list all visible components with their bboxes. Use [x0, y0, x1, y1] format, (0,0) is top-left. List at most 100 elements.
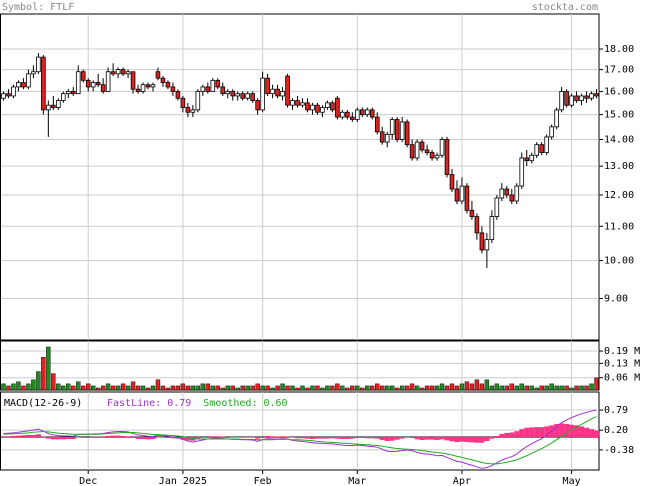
candle-body: [1, 93, 6, 99]
x-tick-label: May: [563, 476, 581, 486]
volume-bar: [265, 385, 270, 391]
candle-body: [140, 84, 146, 92]
histogram-bar: [569, 424, 575, 437]
volume-bar: [205, 383, 211, 391]
histogram-bar: [339, 436, 345, 440]
volume-bar: [345, 387, 350, 391]
candle-body: [100, 84, 106, 92]
volume-bar: [90, 385, 96, 391]
histogram-bar: [35, 434, 41, 437]
histogram-bar: [454, 436, 460, 443]
y-tick-label: 0.13 M: [604, 358, 640, 369]
candle-body: [135, 88, 141, 92]
volume-bar: [564, 385, 569, 391]
candle-body: [26, 73, 31, 88]
candle-body: [80, 71, 86, 81]
candle-body: [165, 82, 171, 88]
panel-frame: [0, 391, 600, 471]
histogram-bar: [255, 436, 261, 439]
histogram-bar: [474, 436, 480, 443]
panel-frame: [0, 340, 600, 391]
volume-bar: [230, 385, 235, 391]
candle-body: [255, 100, 260, 111]
candle-body: [424, 149, 430, 153]
histogram-bar: [444, 436, 450, 441]
volume-bar: [81, 385, 86, 391]
histogram-bar: [50, 436, 56, 440]
candle-body: [359, 109, 365, 116]
candle-body: [11, 86, 16, 97]
legend-name: Smoothed:: [203, 398, 257, 409]
histogram-bar: [409, 436, 415, 438]
candle-body: [340, 111, 345, 118]
volume-bar: [394, 387, 400, 391]
volume-bar: [290, 385, 295, 391]
histogram-bar: [145, 436, 151, 440]
volume-bar: [61, 385, 66, 391]
histogram-bar: [45, 436, 51, 439]
candle-body: [210, 79, 216, 92]
histogram-bar: [180, 436, 186, 440]
histogram-bar: [509, 432, 515, 437]
volume-bar: [459, 383, 465, 391]
volume-bar: [305, 387, 310, 391]
candle-body: [534, 144, 540, 156]
volume-bar: [409, 383, 415, 391]
volume-bar: [509, 383, 514, 391]
histogram-bar: [130, 436, 136, 438]
candle-body: [115, 69, 121, 75]
volume-bar: [220, 387, 225, 391]
volume-bar: [429, 385, 435, 391]
candle-body: [369, 109, 375, 118]
candle-body: [190, 109, 196, 113]
histogram-bar: [354, 436, 360, 438]
volume-bar: [46, 346, 51, 391]
candle-body: [110, 71, 116, 75]
histogram-bar: [105, 435, 111, 437]
volume-bar: [1, 383, 6, 391]
candle-body: [350, 116, 355, 120]
histogram-bar: [334, 436, 340, 439]
candle-body: [489, 216, 495, 241]
volume-bar: [56, 383, 61, 391]
volume-bar: [424, 385, 430, 391]
candle-body: [280, 91, 285, 97]
candle-body: [260, 77, 265, 111]
candle-body: [434, 154, 440, 159]
histogram-bar: [484, 436, 490, 442]
candle-body: [514, 185, 520, 202]
candle-body: [439, 139, 445, 156]
candle-body: [220, 86, 226, 95]
histogram-bar: [404, 436, 410, 438]
candle-body: [230, 91, 236, 97]
histogram-bar: [290, 436, 296, 438]
histogram-bar: [429, 436, 435, 440]
candle-body: [320, 107, 325, 113]
histogram-bar: [379, 436, 385, 441]
volume-bar: [370, 385, 375, 391]
volume-bar: [180, 383, 186, 391]
volume-bar: [95, 387, 101, 391]
volume-bar: [170, 385, 176, 391]
histogram-bar: [314, 436, 320, 439]
candle-body: [355, 109, 360, 120]
histogram-bar: [504, 432, 510, 437]
candle-body: [364, 109, 370, 116]
candle-body: [195, 91, 201, 111]
volume-bar: [350, 385, 355, 391]
candle-body: [65, 91, 71, 95]
candle-body: [384, 133, 390, 143]
volume-bar: [434, 385, 440, 391]
volume-bar: [150, 385, 156, 391]
histogram-bar: [564, 424, 570, 437]
histogram-bar: [55, 436, 61, 440]
macd-line: [3, 416, 597, 465]
candle-body: [290, 100, 295, 106]
histogram-bar: [120, 435, 126, 437]
candle-body: [105, 71, 111, 92]
histogram-bar: [419, 436, 425, 441]
volume-bar: [464, 381, 470, 391]
volume-bar: [270, 387, 275, 391]
volume-bar: [539, 385, 544, 391]
